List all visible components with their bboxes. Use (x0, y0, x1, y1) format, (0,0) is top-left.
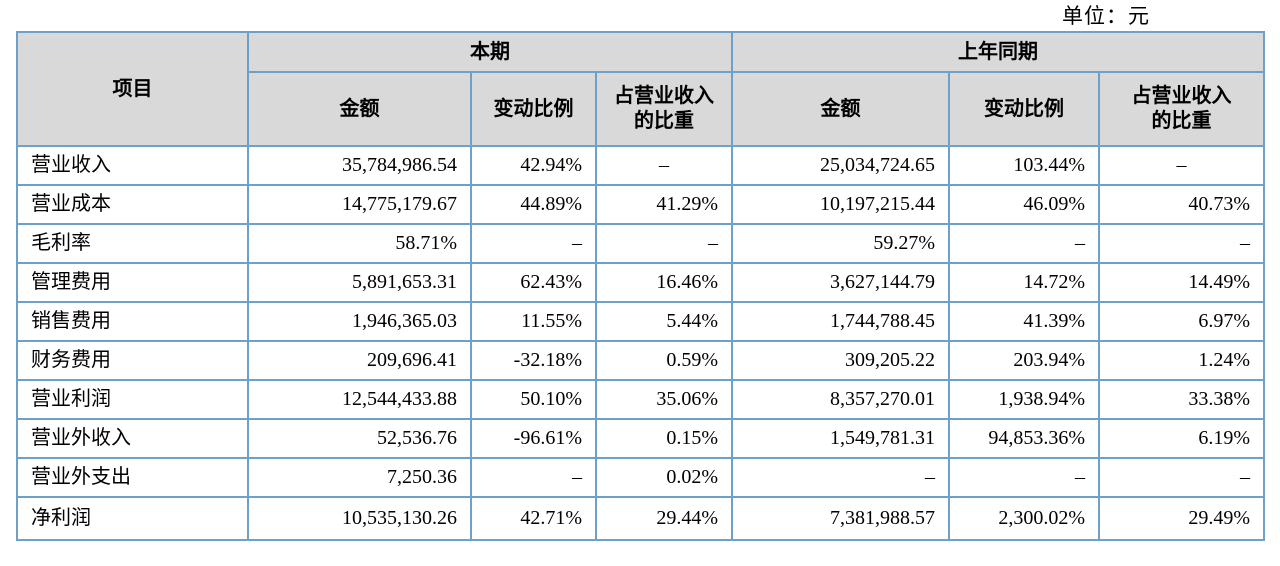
prior-change-cell: 2,300.02% (948, 496, 1101, 541)
current-change-cell: – (470, 457, 597, 498)
current-amount-cell: 209,696.41 (247, 340, 472, 381)
current-amount-cell: 12,544,433.88 (247, 379, 472, 420)
current-change-cell: 50.10% (470, 379, 597, 420)
current-change-cell: 44.89% (470, 184, 597, 225)
prior-change-cell: 41.39% (948, 301, 1101, 342)
table-row-net-profit: 净利润 10,535,130.26 42.71% 29.44% 7,381,98… (16, 496, 1266, 541)
row-item-label: 财务费用 (16, 340, 249, 381)
prior-amount-cell: 7,381,988.57 (731, 496, 951, 541)
prior-change-cell: 1,938.94% (948, 379, 1101, 420)
header-prior-amount: 金额 (731, 71, 951, 147)
prior-amount-cell: 3,627,144.79 (731, 262, 951, 303)
table-row-non-operating-expense: 营业外支出 7,250.36 – 0.02% – – – (16, 457, 1266, 498)
header-prior-period: 上年同期 (731, 31, 1266, 73)
current-share-cell: 0.02% (594, 457, 734, 498)
prior-amount-cell: 59.27% (731, 223, 951, 264)
current-change-cell: 11.55% (470, 301, 597, 342)
row-item-label: 营业收入 (16, 145, 249, 186)
financial-comparison-table: 项目 本期 上年同期 金额 变动比例 占营业收入 的比重 金额 变动比例 占营业… (16, 31, 1266, 541)
header-current-period: 本期 (246, 31, 734, 73)
prior-share-cell: 29.49% (1098, 496, 1266, 541)
table-row-selling-expenses: 销售费用 1,946,365.03 11.55% 5.44% 1,744,788… (16, 301, 1266, 342)
row-item-label: 销售费用 (16, 301, 249, 342)
current-change-cell: 42.71% (470, 496, 597, 541)
unit-label: 单位：元 (1062, 4, 1150, 28)
current-share-cell: 0.15% (594, 418, 734, 459)
current-change-cell: -96.61% (470, 418, 597, 459)
row-item-label: 营业成本 (16, 184, 249, 225)
current-share-cell: – (594, 145, 734, 186)
current-amount-cell: 1,946,365.03 (247, 301, 472, 342)
row-item-label: 管理费用 (16, 262, 249, 303)
current-change-cell: 62.43% (470, 262, 597, 303)
current-amount-cell: 52,536.76 (247, 418, 472, 459)
prior-share-cell: – (1098, 457, 1266, 498)
header-item-column: 项目 (16, 31, 249, 147)
header-current-revenue-share-line2: 的比重 (634, 110, 695, 132)
current-share-cell: 41.29% (594, 184, 734, 225)
prior-amount-cell: – (731, 457, 951, 498)
table-row-non-operating-income: 营业外收入 52,536.76 -96.61% 0.15% 1,549,781.… (16, 418, 1266, 459)
table-row-admin-expenses: 管理费用 5,891,653.31 62.43% 16.46% 3,627,14… (16, 262, 1266, 303)
row-item-label: 营业利润 (16, 379, 249, 420)
prior-amount-cell: 8,357,270.01 (731, 379, 951, 420)
current-amount-cell: 5,891,653.31 (247, 262, 472, 303)
prior-amount-cell: 1,549,781.31 (731, 418, 951, 459)
prior-change-cell: 14.72% (948, 262, 1101, 303)
header-current-change-ratio: 变动比例 (470, 71, 597, 147)
current-amount-cell: 7,250.36 (247, 457, 472, 498)
prior-share-cell: 6.19% (1098, 418, 1266, 459)
current-change-cell: 42.94% (470, 145, 597, 186)
prior-change-cell: 94,853.36% (948, 418, 1101, 459)
prior-amount-cell: 10,197,215.44 (731, 184, 951, 225)
row-item-label: 净利润 (16, 496, 249, 541)
prior-amount-cell: 309,205.22 (731, 340, 951, 381)
header-prior-revenue-share-line1: 占营业收入 (1131, 85, 1232, 107)
current-share-cell: 35.06% (594, 379, 734, 420)
prior-share-cell: – (1098, 145, 1266, 186)
header-prior-revenue-share: 占营业收入 的比重 (1098, 71, 1266, 147)
current-amount-cell: 14,775,179.67 (247, 184, 472, 225)
header-prior-revenue-share-line2: 的比重 (1151, 110, 1212, 132)
table-row-finance-expenses: 财务费用 209,696.41 -32.18% 0.59% 309,205.22… (16, 340, 1266, 381)
current-share-cell: 5.44% (594, 301, 734, 342)
table-row-operating-profit: 营业利润 12,544,433.88 50.10% 35.06% 8,357,2… (16, 379, 1266, 420)
header-prior-change-ratio: 变动比例 (948, 71, 1101, 147)
prior-change-cell: 203.94% (948, 340, 1101, 381)
prior-amount-cell: 1,744,788.45 (731, 301, 951, 342)
current-change-cell: – (470, 223, 597, 264)
current-amount-cell: 35,784,986.54 (247, 145, 472, 186)
header-current-amount: 金额 (247, 71, 472, 147)
table-row-operating-revenue: 营业收入 35,784,986.54 42.94% – 25,034,724.6… (16, 145, 1266, 186)
current-amount-cell: 58.71% (247, 223, 472, 264)
prior-change-cell: – (948, 223, 1101, 264)
current-share-cell: 29.44% (594, 496, 734, 541)
prior-share-cell: – (1098, 223, 1266, 264)
current-share-cell: 16.46% (594, 262, 734, 303)
current-share-cell: 0.59% (594, 340, 734, 381)
prior-amount-cell: 25,034,724.65 (731, 145, 951, 186)
prior-change-cell: – (948, 457, 1101, 498)
prior-share-cell: 14.49% (1098, 262, 1266, 303)
current-amount-cell: 10,535,130.26 (247, 496, 472, 541)
row-item-label: 毛利率 (16, 223, 249, 264)
prior-share-cell: 1.24% (1098, 340, 1266, 381)
row-item-label: 营业外支出 (16, 457, 249, 498)
row-item-label: 营业外收入 (16, 418, 249, 459)
current-share-cell: – (594, 223, 734, 264)
table-row-operating-cost: 营业成本 14,775,179.67 44.89% 41.29% 10,197,… (16, 184, 1266, 225)
prior-share-cell: 6.97% (1098, 301, 1266, 342)
header-current-revenue-share-line1: 占营业收入 (614, 85, 715, 107)
prior-change-cell: 46.09% (948, 184, 1101, 225)
prior-share-cell: 33.38% (1098, 379, 1266, 420)
table-row-gross-margin: 毛利率 58.71% – – 59.27% – – (16, 223, 1266, 264)
header-current-revenue-share: 占营业收入 的比重 (594, 71, 734, 147)
prior-share-cell: 40.73% (1098, 184, 1266, 225)
current-change-cell: -32.18% (470, 340, 597, 381)
prior-change-cell: 103.44% (948, 145, 1101, 186)
